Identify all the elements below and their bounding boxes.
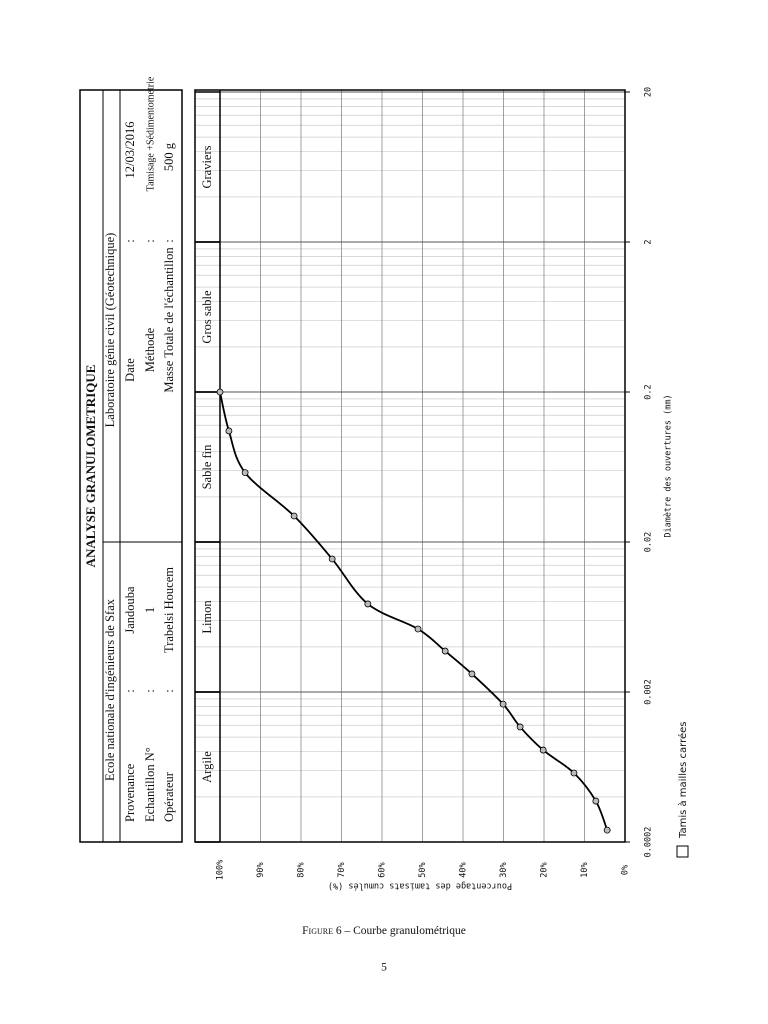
row-value: Tamisage +Sédimentometrie [145, 76, 156, 191]
legend-marker [676, 845, 689, 858]
zone-label: Sable fin [200, 444, 214, 490]
y-tick-label: 100% [216, 860, 226, 880]
caption-text: – Courbe granulométrique [343, 925, 465, 937]
y-tick-label: 80% [297, 862, 307, 877]
x-tick-label: 0.2 [644, 384, 654, 399]
y-tick-label: 60% [378, 862, 388, 877]
data-point [570, 769, 578, 777]
header-title: ANALYSE GRANULOMETRIQUE [83, 365, 98, 568]
y-tick-label: 30% [499, 862, 509, 877]
caption-label: Figure 6 [302, 925, 342, 937]
row-value: Trabelsi Houcem [162, 567, 176, 653]
data-point [414, 625, 422, 633]
zone-label: Gros sable [200, 290, 214, 344]
x-axis-label: Diamètre des ouvertures (mm) [663, 394, 674, 537]
legend-label: Tamis à mailles carrées [677, 721, 689, 839]
laboratory: Laboratoire génie civil (Géotechnique) [103, 233, 117, 428]
row-sep: : [162, 689, 176, 692]
y-axis-label: Pourcentage des tamisats cumulés (%) [328, 881, 512, 892]
plot-frame [194, 89, 626, 843]
data-point [592, 797, 600, 805]
zone-label: Argile [200, 751, 214, 783]
row-sep: : [123, 239, 137, 242]
data-point [364, 600, 372, 608]
series-line [219, 391, 609, 831]
y-tick-label: 50% [418, 862, 428, 877]
row-value: 1 [143, 607, 157, 613]
data-point [290, 512, 298, 520]
row-label: Echantillon N° [143, 747, 157, 822]
y-tick-label: 40% [459, 862, 469, 877]
row-label: Provenance [123, 763, 137, 822]
x-tick-label: 0.02 [644, 532, 654, 552]
y-tick-label: 90% [256, 862, 266, 877]
row-label: Masse Totale de l'échantillon [162, 247, 176, 393]
data-point [499, 700, 507, 708]
row-sep: : [162, 239, 176, 242]
data-point [225, 427, 233, 435]
zone-label: Limon [200, 600, 214, 634]
row-value: Jandouba [123, 586, 137, 634]
x-tick-label: 0.002 [644, 679, 654, 705]
zone-label: Graviers [200, 145, 214, 188]
row-value: 500 g [162, 142, 176, 171]
caption: Figure 6 – Courbe granulométrique [302, 925, 466, 937]
header-table: ANALYSE GRANULOMETRIQUE Ecole nationale … [79, 76, 183, 843]
row-label: Opérateur [162, 771, 176, 822]
data-point [603, 826, 611, 834]
data-point [241, 469, 249, 477]
row-sep: : [123, 689, 137, 692]
row-label: Date [123, 358, 137, 382]
data-point [216, 388, 224, 396]
y-tick-label: 20% [540, 862, 550, 877]
y-tick-label: 0% [621, 865, 631, 875]
y-tick-label: 70% [337, 862, 347, 877]
row-sep: : [143, 689, 157, 692]
row-sep: : [143, 239, 157, 242]
x-tick-label: 20 [644, 87, 654, 97]
x-tick-label: 0.0002 [644, 827, 654, 858]
x-tick-label: 2 [644, 239, 654, 244]
row-label: Méthode [143, 327, 157, 372]
institution: Ecole nationale d'ingénieurs de Sfax [103, 598, 117, 781]
data-point [516, 723, 524, 731]
data-point [441, 647, 449, 655]
data-point [328, 555, 336, 563]
y-tick-label: 10% [580, 862, 590, 877]
header-border [79, 89, 183, 843]
page-number: 5 [381, 962, 387, 974]
data-point [539, 746, 547, 754]
row-value: 12/03/2016 [123, 122, 137, 179]
data-point [468, 670, 476, 678]
